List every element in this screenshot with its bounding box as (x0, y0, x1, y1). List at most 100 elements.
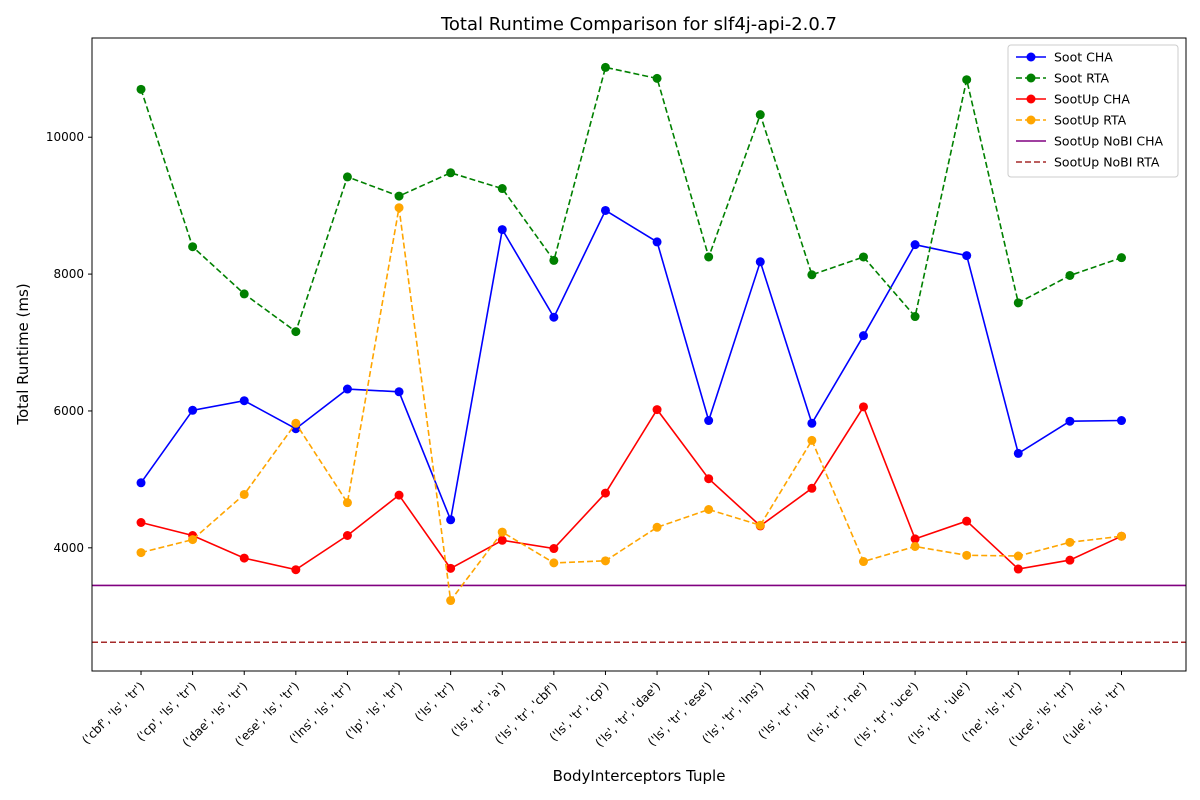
legend-label-2: SootUp CHA (1054, 92, 1130, 107)
data-point-s1-9 (600, 62, 610, 72)
data-point-s0-10 (652, 237, 662, 247)
data-point-s3-0 (136, 548, 146, 558)
data-point-s0-6 (446, 515, 456, 525)
data-point-s0-13 (807, 418, 817, 428)
axes-frame (91, 37, 1187, 672)
data-point-s3-8 (549, 558, 559, 568)
y-tick-label-1: 6000 (53, 404, 84, 418)
y-tick-label-0: 4000 (53, 541, 84, 555)
series-line-1 (140, 66, 1122, 333)
data-point-s0-17 (1013, 448, 1023, 458)
data-point-s0-14 (858, 331, 868, 341)
legend-marker-1 (1026, 73, 1036, 83)
data-point-s1-17 (1013, 298, 1023, 308)
legend-marker-0 (1026, 52, 1036, 62)
data-point-s3-6 (446, 596, 456, 606)
series-line-3 (140, 207, 1122, 603)
series-line-0 (140, 209, 1122, 523)
data-point-s2-15 (910, 534, 920, 544)
data-point-s3-4 (342, 498, 352, 508)
data-point-s0-8 (549, 312, 559, 322)
data-point-s2-11 (704, 474, 714, 484)
data-point-s1-3 (291, 327, 301, 337)
data-point-s2-9 (600, 488, 610, 498)
data-point-s3-1 (188, 535, 198, 545)
data-point-s1-14 (858, 252, 868, 262)
data-point-s1-18 (1065, 270, 1075, 280)
data-point-s0-11 (704, 416, 714, 426)
chart-title: Total Runtime Comparison for slf4j-api-2… (440, 14, 837, 35)
x-axis-label: BodyInterceptors Tuple (553, 767, 726, 785)
legend-label-0: Soot CHA (1054, 50, 1113, 65)
data-point-s3-11 (704, 504, 714, 514)
data-point-s3-9 (600, 556, 610, 566)
data-point-s3-5 (394, 203, 404, 213)
data-point-s1-4 (342, 172, 352, 182)
data-point-s1-19 (1116, 253, 1126, 263)
data-point-s2-3 (291, 565, 301, 575)
data-point-s2-18 (1065, 555, 1075, 565)
data-point-s2-16 (962, 516, 972, 526)
data-point-s3-13 (807, 435, 817, 445)
data-point-s1-7 (497, 184, 507, 194)
data-point-s2-10 (652, 405, 662, 415)
data-point-s2-14 (858, 402, 868, 412)
data-point-s0-1 (188, 405, 198, 415)
data-point-s1-0 (136, 84, 146, 94)
data-point-s3-14 (858, 557, 868, 567)
data-point-s2-13 (807, 483, 817, 493)
data-point-s1-15 (910, 312, 920, 322)
data-point-s2-6 (446, 563, 456, 573)
data-point-s2-4 (342, 531, 352, 541)
data-point-s0-18 (1065, 416, 1075, 426)
data-point-s3-17 (1013, 551, 1023, 561)
data-point-s3-15 (910, 541, 920, 551)
data-point-s1-12 (755, 110, 765, 120)
data-point-s3-10 (652, 522, 662, 532)
data-point-s3-16 (962, 550, 972, 560)
data-point-s1-6 (446, 168, 456, 178)
y-tick-label-3: 10000 (46, 130, 84, 144)
data-point-s1-10 (652, 73, 662, 83)
data-point-s0-19 (1116, 416, 1126, 426)
data-point-s1-2 (239, 289, 249, 299)
legend-marker-3 (1026, 115, 1036, 125)
legend-label-5: SootUp NoBI RTA (1054, 155, 1160, 170)
data-point-s1-8 (549, 255, 559, 265)
data-point-s1-5 (394, 191, 404, 201)
data-point-s0-5 (394, 387, 404, 397)
data-point-s0-4 (342, 384, 352, 394)
data-point-s0-9 (600, 205, 610, 215)
data-point-s1-11 (704, 252, 714, 262)
data-point-s2-7 (497, 535, 507, 545)
data-point-s3-2 (239, 489, 249, 499)
data-point-s1-1 (188, 242, 198, 252)
legend-label-4: SootUp NoBI CHA (1054, 134, 1164, 149)
data-point-s1-16 (962, 75, 972, 85)
series-line-2 (140, 405, 1122, 571)
legend-label-1: Soot RTA (1054, 71, 1110, 86)
data-point-s3-3 (291, 418, 301, 428)
data-point-s0-2 (239, 396, 249, 406)
legend-box (1007, 44, 1179, 178)
data-point-s3-7 (497, 527, 507, 537)
legend-label-3: SootUp RTA (1054, 113, 1127, 128)
data-point-s3-12 (755, 520, 765, 530)
data-point-s3-19 (1116, 531, 1126, 541)
data-point-s0-0 (136, 478, 146, 488)
data-point-s2-17 (1013, 564, 1023, 574)
y-axis-label: Total Runtime (ms) (14, 283, 32, 425)
data-point-s1-13 (807, 270, 817, 280)
data-point-s2-8 (549, 544, 559, 554)
data-point-s0-15 (910, 240, 920, 250)
data-point-s2-2 (239, 553, 249, 563)
data-point-s0-12 (755, 257, 765, 267)
data-point-s0-7 (497, 225, 507, 235)
data-point-s2-0 (136, 518, 146, 528)
data-point-s2-5 (394, 490, 404, 500)
legend: Soot CHA Soot RTA SootUp CHA SootUp RTA Soot… (1007, 44, 1179, 178)
data-point-s3-18 (1065, 537, 1075, 547)
data-point-s0-16 (962, 251, 972, 261)
